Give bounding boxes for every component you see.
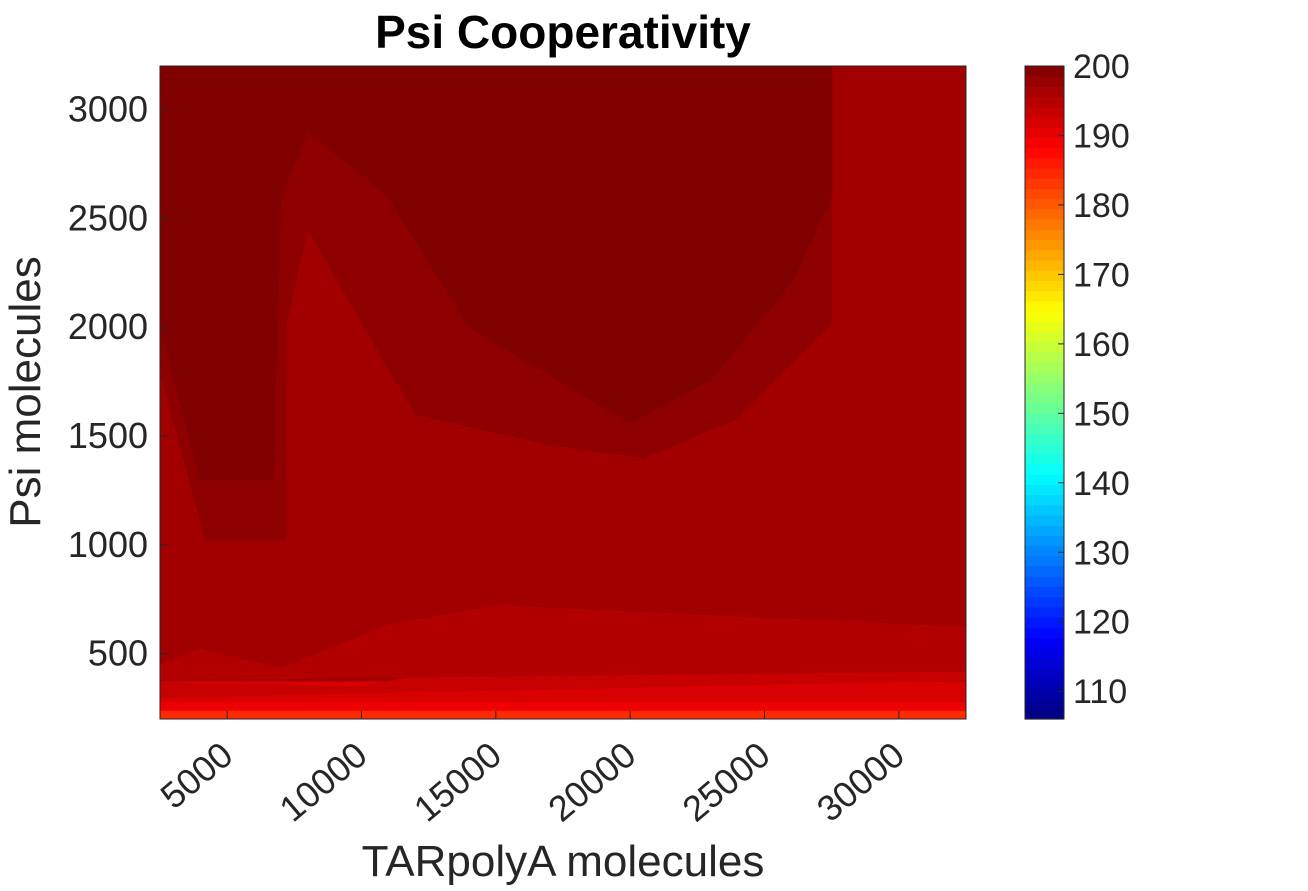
y-tick-label: 2500: [68, 197, 148, 238]
colorbar-swatch: [1025, 300, 1064, 312]
x-tick-label: 30000: [809, 734, 912, 830]
colorbar-swatch: [1025, 361, 1064, 373]
colorbar-swatch: [1025, 280, 1064, 292]
chart-title: Psi Cooperativity: [375, 6, 751, 58]
x-tick-label: 25000: [675, 734, 778, 830]
colorbar-swatch: [1025, 576, 1064, 587]
colorbar-tick-label: 150: [1073, 395, 1130, 433]
colorbar-swatch: [1025, 331, 1064, 343]
colorbar-swatch: [1025, 168, 1064, 179]
colorbar-swatch: [1025, 606, 1064, 618]
colorbar-swatch: [1025, 596, 1064, 608]
colorbar-swatch: [1025, 698, 1064, 710]
colorbar-swatch: [1025, 341, 1064, 353]
colorbar-swatch: [1025, 208, 1064, 220]
colorbar-tick-label: 180: [1073, 187, 1130, 225]
colorbar-swatch: [1025, 137, 1064, 149]
colorbar-swatch: [1025, 616, 1064, 628]
colorbar-swatch: [1025, 586, 1064, 598]
plot-area: [160, 66, 966, 719]
colorbar-swatch: [1025, 627, 1064, 638]
colorbar-swatch: [1025, 463, 1064, 475]
colorbar-swatch: [1025, 402, 1064, 414]
colorbar-swatch: [1025, 504, 1064, 516]
y-axis-label: Psi molecules: [1, 256, 50, 527]
colorbar-swatch: [1025, 219, 1064, 230]
y-tick-label: 1500: [68, 415, 148, 456]
colorbar-swatch: [1025, 525, 1064, 536]
colorbar-swatch: [1025, 229, 1064, 241]
colorbar-swatch: [1025, 474, 1064, 485]
colorbar-swatch: [1025, 239, 1064, 251]
colorbar-swatch: [1025, 96, 1064, 108]
colorbar-swatch: [1025, 310, 1064, 322]
colorbar-swatch: [1025, 433, 1064, 445]
colorbar-tick-label: 110: [1073, 673, 1127, 711]
colorbar-swatch: [1025, 484, 1064, 496]
colorbar-tick-label: 140: [1073, 465, 1130, 503]
colorbar-swatch: [1025, 667, 1064, 679]
colorbar-swatch: [1025, 86, 1064, 98]
x-axis-label: TARpolyA molecules: [362, 837, 765, 886]
colorbar-swatch: [1025, 147, 1064, 159]
colorbar-swatch: [1025, 392, 1064, 404]
colorbar-frame: [1024, 65, 1065, 720]
y-tick-label: 2000: [68, 306, 148, 347]
colorbar-swatch: [1025, 453, 1064, 465]
y-tick-label: 500: [88, 633, 148, 674]
colorbar-tick-label: 190: [1073, 117, 1130, 155]
colorbar-swatch: [1025, 188, 1064, 200]
y-tick-label: 1000: [68, 524, 148, 565]
colorbar-tick-label: 200: [1073, 48, 1130, 86]
colorbar: 110 120 130 140 150 160 170 180 190 200: [1024, 48, 1130, 720]
x-axis: 5000 10000 15000 20000 25000 30000: [153, 711, 912, 829]
colorbar-swatch: [1025, 270, 1064, 281]
colorbar-swatch: [1025, 708, 1064, 720]
colorbar-swatch: [1025, 535, 1064, 547]
contour-region-199: [160, 66, 833, 481]
colorbar-swatch: [1025, 647, 1064, 659]
colorbar-swatch: [1025, 259, 1064, 271]
x-tick-label: 10000: [272, 734, 375, 830]
colorbar-swatch: [1025, 76, 1064, 87]
contour-region-196: [160, 605, 966, 681]
x-tick-label: 5000: [153, 734, 241, 817]
colorbar-swatch: [1025, 66, 1064, 77]
colorbar-swatch: [1025, 678, 1064, 689]
colorbar-swatch: [1025, 351, 1064, 363]
colorbar-swatch: [1025, 423, 1064, 434]
colorbar-swatch: [1025, 127, 1064, 139]
colorbar-swatch: [1025, 157, 1064, 169]
colorbar-swatch: [1025, 382, 1064, 394]
colorbar-swatch: [1025, 198, 1064, 210]
colorbar-tick-label: 120: [1073, 604, 1130, 642]
colorbar-swatch: [1025, 688, 1064, 700]
colorbar-swatch: [1025, 637, 1064, 649]
colorbar-swatch: [1025, 443, 1064, 455]
colorbar-swatch: [1025, 565, 1064, 577]
colorbar-swatch: [1025, 412, 1064, 424]
x-tick-label: 20000: [540, 734, 643, 830]
colorbar-swatch: [1025, 372, 1064, 383]
y-tick-label: 3000: [68, 89, 148, 130]
colorbar-swatch: [1025, 321, 1064, 332]
colorbar-swatch: [1025, 249, 1064, 261]
colorbar-tick-label: 170: [1073, 256, 1130, 294]
colorbar-swatch: [1025, 514, 1064, 526]
colorbar-swatch: [1025, 290, 1064, 302]
colorbar-tick-label: 160: [1073, 326, 1130, 364]
x-tick-label: 15000: [406, 734, 509, 830]
plot-frame: [159, 65, 967, 720]
colorbar-swatch: [1025, 494, 1064, 506]
colorbar-swatch: [1025, 178, 1064, 190]
colorbar-swatch: [1025, 117, 1064, 128]
colorbar-swatch: [1025, 106, 1064, 118]
colorbar-tick-label: 130: [1073, 534, 1130, 572]
y-axis: 500 1000 1500 2000 2500 3000: [68, 89, 168, 674]
colorbar-swatch: [1025, 657, 1064, 669]
colorbar-swatch: [1025, 555, 1064, 567]
colorbar-swatch: [1025, 545, 1064, 557]
